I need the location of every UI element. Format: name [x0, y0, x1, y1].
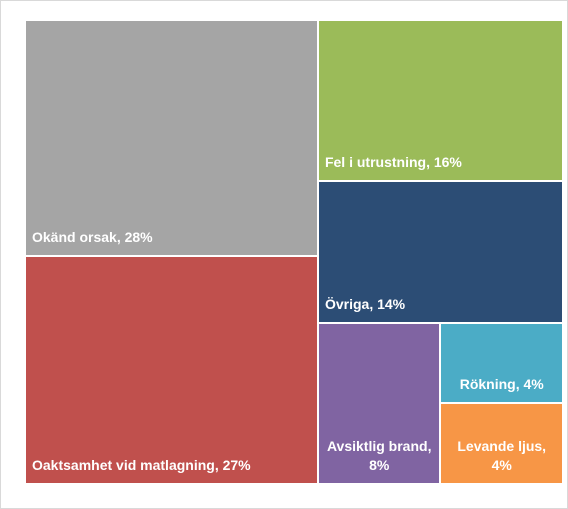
treemap-tile: Rökning, 4%: [440, 322, 563, 404]
tile-label: Oaktsamhet vid matlagning, 27%: [32, 456, 251, 473]
tile-label: Levande ljus, 4%: [457, 437, 547, 473]
treemap-tile: Okänd orsak, 28%: [25, 20, 318, 257]
treemap-tile: Levande ljus, 4%: [440, 403, 563, 484]
treemap-tile: Övriga, 14%: [317, 181, 563, 323]
tile-label: Fel i utrustning, 16%: [324, 154, 462, 171]
tile-label: Okänd orsak, 28%: [32, 229, 153, 246]
tile-label: Rökning, 4%: [459, 376, 544, 393]
tile-label: Avsiktlig brand, 8%: [326, 437, 432, 473]
treemap-tile: Fel i utrustning, 16%: [317, 20, 563, 182]
treemap-tile: Oaktsamhet vid matlagning, 27%: [25, 256, 318, 484]
tile-label: Övriga, 14%: [324, 295, 406, 312]
treemap-tile: Avsiktlig brand, 8%: [317, 322, 441, 484]
